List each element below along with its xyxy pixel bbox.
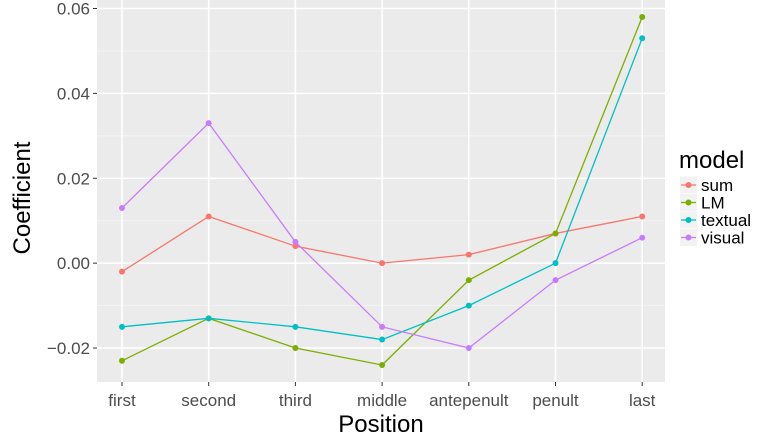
data-point <box>639 234 646 241</box>
data-point <box>552 260 559 267</box>
data-point <box>205 120 212 127</box>
data-point <box>292 243 299 250</box>
data-point <box>552 277 559 284</box>
series-textual <box>119 35 646 343</box>
data-point <box>379 336 386 343</box>
y-tick-label: −0.02 <box>47 339 90 358</box>
data-point <box>465 302 472 309</box>
y-tick-label: 0.06 <box>57 0 90 18</box>
data-point <box>379 260 386 267</box>
data-point <box>552 230 559 237</box>
data-point <box>205 315 212 322</box>
legend-item: visual <box>680 229 744 248</box>
x-axis: first second third middle antepenult penult la… <box>108 382 656 410</box>
data-point <box>639 35 646 42</box>
x-tick-label: last <box>629 391 656 410</box>
data-point <box>205 213 212 220</box>
legend-label: LM <box>701 194 725 213</box>
data-point <box>292 345 299 352</box>
x-tick-label: penult <box>532 391 579 410</box>
y-tick-label: 0.00 <box>57 254 90 273</box>
x-tick-label: first <box>108 391 136 410</box>
data-point <box>639 13 646 20</box>
series-visual <box>119 120 646 352</box>
data-point <box>119 204 125 211</box>
y-tick-label: 0.02 <box>57 169 90 188</box>
plot-panel <box>97 0 665 382</box>
legend-item: sum <box>680 176 733 195</box>
data-point <box>119 357 125 364</box>
y-axis-title: Coefficient <box>9 141 36 254</box>
legend-item: LM <box>680 194 725 213</box>
legend-key-point <box>685 234 692 241</box>
legend-label: textual <box>701 211 751 230</box>
x-axis-title: Position <box>338 411 423 437</box>
legend-title: model <box>679 147 744 174</box>
data-point <box>379 362 386 369</box>
data-point <box>292 238 299 245</box>
legend-key-point <box>685 217 692 223</box>
x-tick-label: third <box>279 391 312 410</box>
data-point <box>379 323 386 330</box>
legend-key-point <box>685 199 692 206</box>
data-point <box>119 268 125 275</box>
legend-label: sum <box>701 176 733 195</box>
data-point <box>119 323 125 330</box>
data-point <box>465 345 472 352</box>
y-tick-label: 0.04 <box>57 84 90 103</box>
data-point <box>465 277 472 284</box>
data-point <box>465 251 472 258</box>
legend-item: textual <box>680 211 751 230</box>
x-tick-label: second <box>181 391 236 410</box>
y-axis: −0.02 0.00 0.02 0.04 0.06 <box>47 0 97 358</box>
series-layer <box>119 13 646 369</box>
legend-label: visual <box>701 229 744 248</box>
x-tick-label: middle <box>357 391 407 410</box>
data-point <box>639 213 646 220</box>
data-point <box>292 323 299 330</box>
legend-key-point <box>685 182 692 188</box>
x-tick-label: antepenult <box>429 391 509 410</box>
